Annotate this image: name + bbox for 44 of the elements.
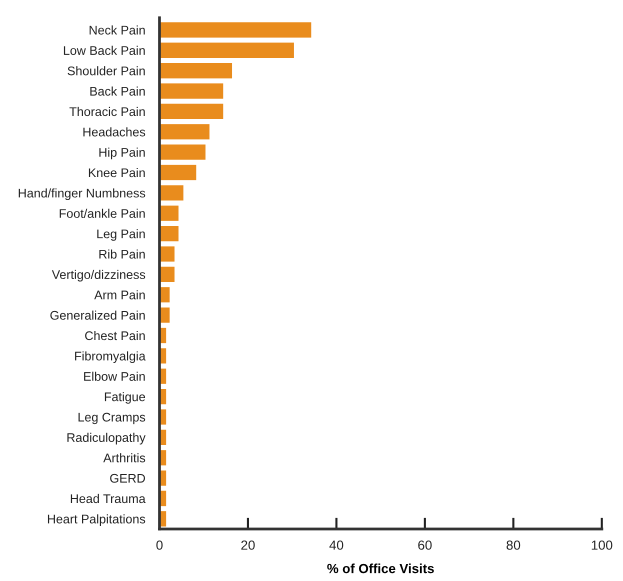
x-tick-label: 60 bbox=[418, 540, 432, 550]
y-tick-label: Leg Cramps bbox=[78, 412, 146, 424]
y-tick-label: Arm Pain bbox=[94, 290, 145, 300]
bar bbox=[159, 266, 175, 282]
y-tick-label: Generalized Pain bbox=[50, 310, 145, 320]
y-tick-label: Vertigo/dizziness bbox=[52, 270, 146, 282]
y-tick-label: Fatigue bbox=[104, 392, 146, 404]
y-tick-label: Foot/ankle Pain bbox=[60, 208, 145, 218]
y-tick-label: Thoracic Pain bbox=[69, 106, 145, 116]
y-tick-label: Elbow Pain bbox=[84, 372, 145, 381]
y-tick-label: Chest Pain bbox=[85, 330, 145, 340]
x-tick-label: 20 bbox=[241, 540, 255, 550]
x-tick-label: 80 bbox=[506, 540, 520, 550]
x-tick-label: 40 bbox=[329, 540, 344, 550]
y-tick-label: Hip Pain bbox=[99, 148, 145, 160]
y-tick-label: Radiculopathy bbox=[67, 432, 146, 444]
y-tick-label: GERD bbox=[110, 474, 145, 483]
bar bbox=[159, 104, 224, 120]
y-tick-label: Headaches bbox=[83, 127, 146, 136]
x-tick-label: 0 bbox=[156, 540, 163, 550]
bar bbox=[159, 22, 312, 38]
bar bbox=[159, 164, 196, 180]
bar bbox=[159, 226, 179, 242]
x-axis-title: % of Office Visits bbox=[327, 564, 434, 574]
y-tick-label: Leg Pain bbox=[97, 229, 145, 241]
y-tick-label: Low Back Pain bbox=[64, 46, 145, 55]
bar bbox=[159, 63, 232, 78]
y-tick-label: Neck Pain bbox=[90, 25, 145, 35]
y-tick-label: Back Pain bbox=[90, 86, 145, 96]
bar bbox=[159, 185, 184, 201]
y-tick-label: Head Trauma bbox=[70, 494, 146, 504]
bar bbox=[159, 83, 224, 99]
bar bbox=[159, 144, 206, 160]
y-tick-label: Fibromyalgia bbox=[75, 351, 146, 363]
bar bbox=[159, 206, 179, 221]
y-tick-label: Arthritis bbox=[103, 453, 146, 462]
x-tick-label: 100 bbox=[592, 540, 612, 550]
bar bbox=[159, 42, 294, 58]
y-tick-label: Hand/finger Numbness bbox=[18, 188, 146, 200]
y-tick-label: Rib Pain bbox=[99, 249, 145, 259]
y-tick-label: Knee Pain bbox=[88, 168, 145, 178]
y-tick-label: Shoulder Pain bbox=[68, 66, 145, 76]
y-tick-label: Heart Palpitations bbox=[48, 514, 146, 526]
bar bbox=[159, 124, 210, 140]
